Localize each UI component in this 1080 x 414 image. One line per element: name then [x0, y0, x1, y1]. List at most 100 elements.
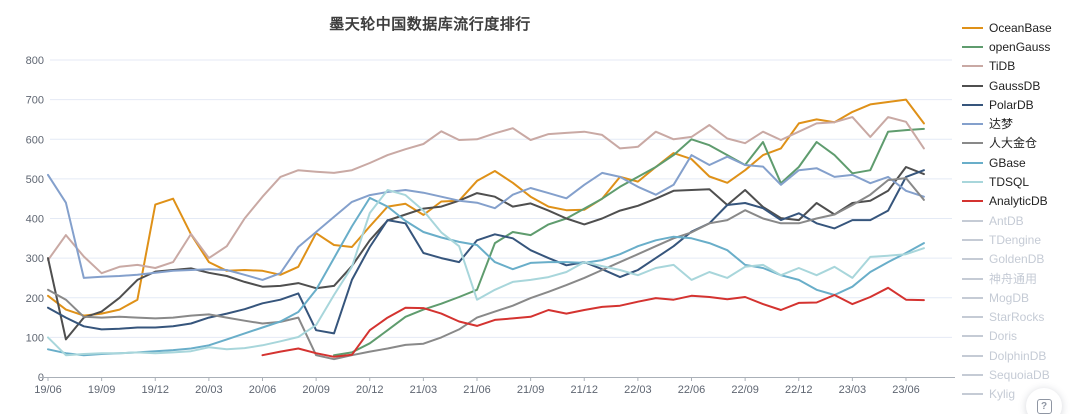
legend-item-GaussDB[interactable]: GaussDB [962, 76, 1080, 95]
x-axis-label: 22/03 [624, 384, 652, 396]
series-line-GBase [47, 196, 925, 357]
line-chart: 010020030040050060070080019/0619/0919/12… [26, 55, 955, 396]
series-line-openGauss [333, 127, 925, 357]
legend-label: Doris [989, 329, 1018, 344]
legend-swatch [962, 238, 983, 241]
x-axis-label: 21/03 [410, 384, 438, 396]
legend-label: Kylig [989, 387, 1016, 402]
legend-swatch [962, 296, 983, 299]
legend-label: TDengine [989, 232, 1042, 247]
series-line-达梦 [47, 154, 925, 281]
legend-swatch [962, 277, 983, 280]
legend-item-Kylig[interactable]: Kylig [962, 385, 1080, 404]
legend-item-openGauss[interactable]: openGauss [962, 37, 1080, 56]
x-axis-label: 20/06 [249, 384, 277, 396]
legend-item-MogDB[interactable]: MogDB [962, 288, 1080, 307]
legend-swatch [962, 45, 983, 48]
series-line-AnalyticDB [261, 286, 925, 358]
x-axis-label: 20/03 [195, 384, 223, 396]
y-axis-label: 200 [26, 293, 44, 305]
legend-label: DolphinDB [989, 348, 1047, 363]
legend-item-TDengine[interactable]: TDengine [962, 230, 1080, 249]
x-axis-label: 19/09 [88, 384, 116, 396]
legend-label: 人大金仓 [989, 136, 1038, 151]
legend-item-SequoiaDB[interactable]: SequoiaDB [962, 365, 1080, 384]
legend-label: StarRocks [989, 310, 1045, 325]
legend-item-TiDB[interactable]: TiDB [962, 57, 1080, 76]
legend-label: 神舟通用 [989, 271, 1038, 286]
legend-label: GaussDB [989, 78, 1041, 93]
legend-label: SequoiaDB [989, 367, 1050, 382]
legend-item-AnalyticDB[interactable]: AnalyticDB [962, 192, 1080, 211]
legend-swatch [962, 219, 983, 222]
x-axis-label: 22/09 [731, 384, 759, 396]
legend-label: PolarDB [989, 97, 1034, 112]
legend-item-AntDB[interactable]: AntDB [962, 211, 1080, 230]
series-line-人大金仓 [47, 177, 925, 361]
legend-label: OceanBase [989, 20, 1052, 35]
legend-swatch [962, 335, 983, 338]
legend-item-GBase[interactable]: GBase [962, 153, 1080, 172]
legend-swatch [962, 84, 983, 87]
legend-label: GBase [989, 155, 1026, 170]
x-axis-label: 22/12 [785, 384, 813, 396]
legend-swatch [962, 258, 983, 261]
legend-label: 达梦 [989, 117, 1014, 132]
legend-swatch [962, 316, 983, 319]
series-line-PolarDB [47, 169, 925, 335]
y-axis-label: 100 [26, 332, 44, 344]
legend-label: openGauss [989, 39, 1051, 54]
y-axis-label: 700 [26, 95, 44, 107]
legend-swatch [962, 393, 983, 396]
chart-title: 墨天轮中国数据库流行度排行 [329, 16, 531, 33]
x-axis-label: 23/06 [892, 384, 920, 396]
legend-item-PolarDB[interactable]: PolarDB [962, 95, 1080, 114]
x-axis-label: 20/09 [302, 384, 330, 396]
x-axis-label: 23/03 [839, 384, 867, 396]
legend-swatch [962, 123, 983, 126]
legend-label: TDSQL [989, 175, 1030, 190]
series-line-TiDB [47, 116, 925, 275]
x-axis-label: 22/06 [678, 384, 706, 396]
legend-swatch [962, 142, 983, 145]
legend-label: GoldenDB [989, 252, 1045, 267]
legend-item-DolphinDB[interactable]: DolphinDB [962, 346, 1080, 365]
y-axis-label: 300 [26, 253, 44, 265]
x-axis-label: 19/06 [34, 384, 62, 396]
x-axis-label: 21/06 [463, 384, 491, 396]
y-axis-label: 400 [26, 214, 44, 226]
legend-item-神舟通用[interactable]: 神舟通用 [962, 269, 1080, 288]
legend-swatch [962, 103, 983, 106]
legend-swatch [962, 200, 983, 203]
y-axis-label: 800 [26, 55, 44, 67]
legend-label: AntDB [989, 213, 1024, 228]
legend-item-StarRocks[interactable]: StarRocks [962, 307, 1080, 326]
legend-label: MogDB [989, 290, 1030, 305]
x-axis-label: 19/12 [141, 384, 169, 396]
legend-item-OceanBase[interactable]: OceanBase [962, 18, 1080, 37]
legend-swatch [962, 373, 983, 376]
legend-swatch [962, 26, 983, 29]
series-line-OceanBase [47, 98, 925, 317]
x-axis-label: 21/09 [517, 384, 545, 396]
y-axis-label: 600 [26, 134, 44, 146]
legend-swatch [962, 65, 983, 68]
legend-label: TiDB [989, 59, 1016, 74]
legend-swatch [962, 161, 983, 164]
legend-item-GoldenDB[interactable]: GoldenDB [962, 250, 1080, 269]
legend-swatch [962, 181, 983, 184]
legend-label: AnalyticDB [989, 194, 1048, 209]
legend-item-TDSQL[interactable]: TDSQL [962, 172, 1080, 191]
legend-swatch [962, 354, 983, 357]
help-button[interactable]: ? [1026, 388, 1062, 414]
chart-legend: OceanBase openGauss TiDB GaussDB PolarDB 达梦人大… [962, 18, 1080, 404]
legend-item-人大金仓[interactable]: 人大金仓 [962, 134, 1080, 153]
legend-item-达梦[interactable]: 达梦 [962, 114, 1080, 133]
x-axis-label: 20/12 [356, 384, 384, 396]
y-axis-label: 500 [26, 174, 44, 186]
question-icon: ? [1036, 398, 1052, 414]
x-axis-label: 21/12 [570, 384, 598, 396]
series-line-TDSQL [47, 189, 925, 357]
legend-item-Doris[interactable]: Doris [962, 327, 1080, 346]
